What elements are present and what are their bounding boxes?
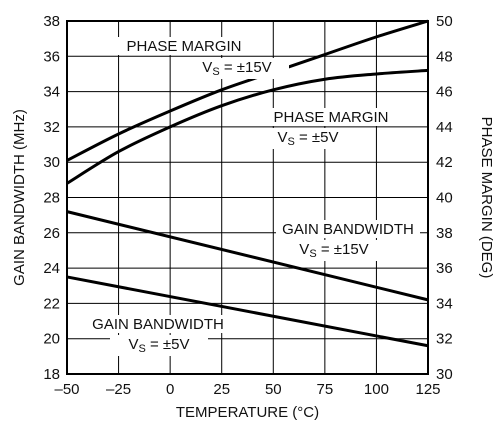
label-background <box>185 58 289 79</box>
y-tick-label-right: 42 <box>436 154 453 171</box>
y-tick-label-right: 46 <box>436 84 453 101</box>
x-tick-label: 125 <box>415 381 440 398</box>
x-tick-label: 50 <box>265 381 282 398</box>
label-background <box>281 240 387 261</box>
y-tick-label-left: 34 <box>43 84 60 101</box>
series-gain-bandwidth-5v-label: GAIN BANDWIDTH VS = ±5V <box>86 315 230 356</box>
label-background <box>276 220 420 238</box>
annotations: PHASE MARGIN VS = ±15V PHASE MARGIN VS = ±5… <box>86 37 420 356</box>
y-tick-label-right: 48 <box>436 48 453 65</box>
x-axis-label: TEMPERATURE (°C) <box>176 404 319 421</box>
series-name-text: GAIN BANDWIDTH <box>282 221 414 238</box>
x-tick-label: 25 <box>213 381 230 398</box>
supply-voltage-text: VS = ±15V <box>202 59 271 78</box>
x-tick-label: 0 <box>166 381 174 398</box>
plot-frame <box>66 20 429 375</box>
label-background <box>110 335 208 356</box>
y-tick-label-left: 36 <box>43 48 60 65</box>
supply-voltage-text: VS = ±5V <box>277 129 338 148</box>
y-tick-label-left: 32 <box>43 119 60 136</box>
series-gain-bandwidth-15v-line <box>66 210 429 302</box>
x-tick-label: –50 <box>54 381 79 398</box>
y-tick-label-left: 38 <box>43 13 60 30</box>
series-layer <box>66 19 429 348</box>
y-tick-label-left: 30 <box>43 154 60 171</box>
series-phase-margin-5v-line <box>66 68 429 185</box>
y-tick-label-right: 44 <box>436 119 453 136</box>
series-name-text: GAIN BANDWIDTH <box>92 316 224 333</box>
series-gain-bandwidth-15v-label: GAIN BANDWIDTH VS = ±15V <box>276 220 420 261</box>
y-tick-label-left: 26 <box>43 225 60 242</box>
ticks: –50 –25 0 25 50 75 100 125 18 20 22 24 26 28 30 32 34 36 3… <box>43 13 452 398</box>
y-tick-label-right: 34 <box>436 295 453 312</box>
label-background <box>259 128 357 149</box>
series-name-text: PHASE MARGIN <box>273 109 388 126</box>
series-name-text: PHASE MARGIN <box>126 38 241 55</box>
y-tick-label-right: 36 <box>436 260 453 277</box>
label-background <box>118 37 250 55</box>
y-tick-label-right: 50 <box>436 13 453 30</box>
y-tick-label-right: 40 <box>436 190 453 207</box>
supply-voltage-text: VS = ±15V <box>299 241 368 260</box>
series-phase-margin-15v-line <box>66 19 429 162</box>
series-phase-margin-5v-label: PHASE MARGIN VS = ±5V <box>259 108 397 149</box>
y-tick-label-right: 32 <box>436 331 453 348</box>
y-tick-label-left: 20 <box>43 331 60 348</box>
label-background <box>265 108 397 126</box>
series-phase-margin-15v-label: PHASE MARGIN VS = ±15V <box>118 37 289 79</box>
supply-voltage-text: VS = ±5V <box>128 336 189 355</box>
series-gain-bandwidth-5v-line <box>66 275 429 348</box>
y-tick-label-left: 24 <box>43 260 60 277</box>
label-background <box>86 315 230 333</box>
x-tick-label: 100 <box>364 381 389 398</box>
y-tick-label-right: 38 <box>436 225 453 242</box>
y-tick-label-left: 22 <box>43 295 60 312</box>
y-tick-label-left: 28 <box>43 190 60 207</box>
y-tick-label-right: 30 <box>436 366 453 383</box>
x-tick-label: 75 <box>317 381 334 398</box>
y-axis-label-right: PHASE MARGIN (DEG) <box>478 117 495 279</box>
y-axis-label-left: GAIN BANDWIDTH (MHz) <box>11 109 28 286</box>
y-tick-label-left: 18 <box>43 366 60 383</box>
x-tick-label: –25 <box>106 381 131 398</box>
